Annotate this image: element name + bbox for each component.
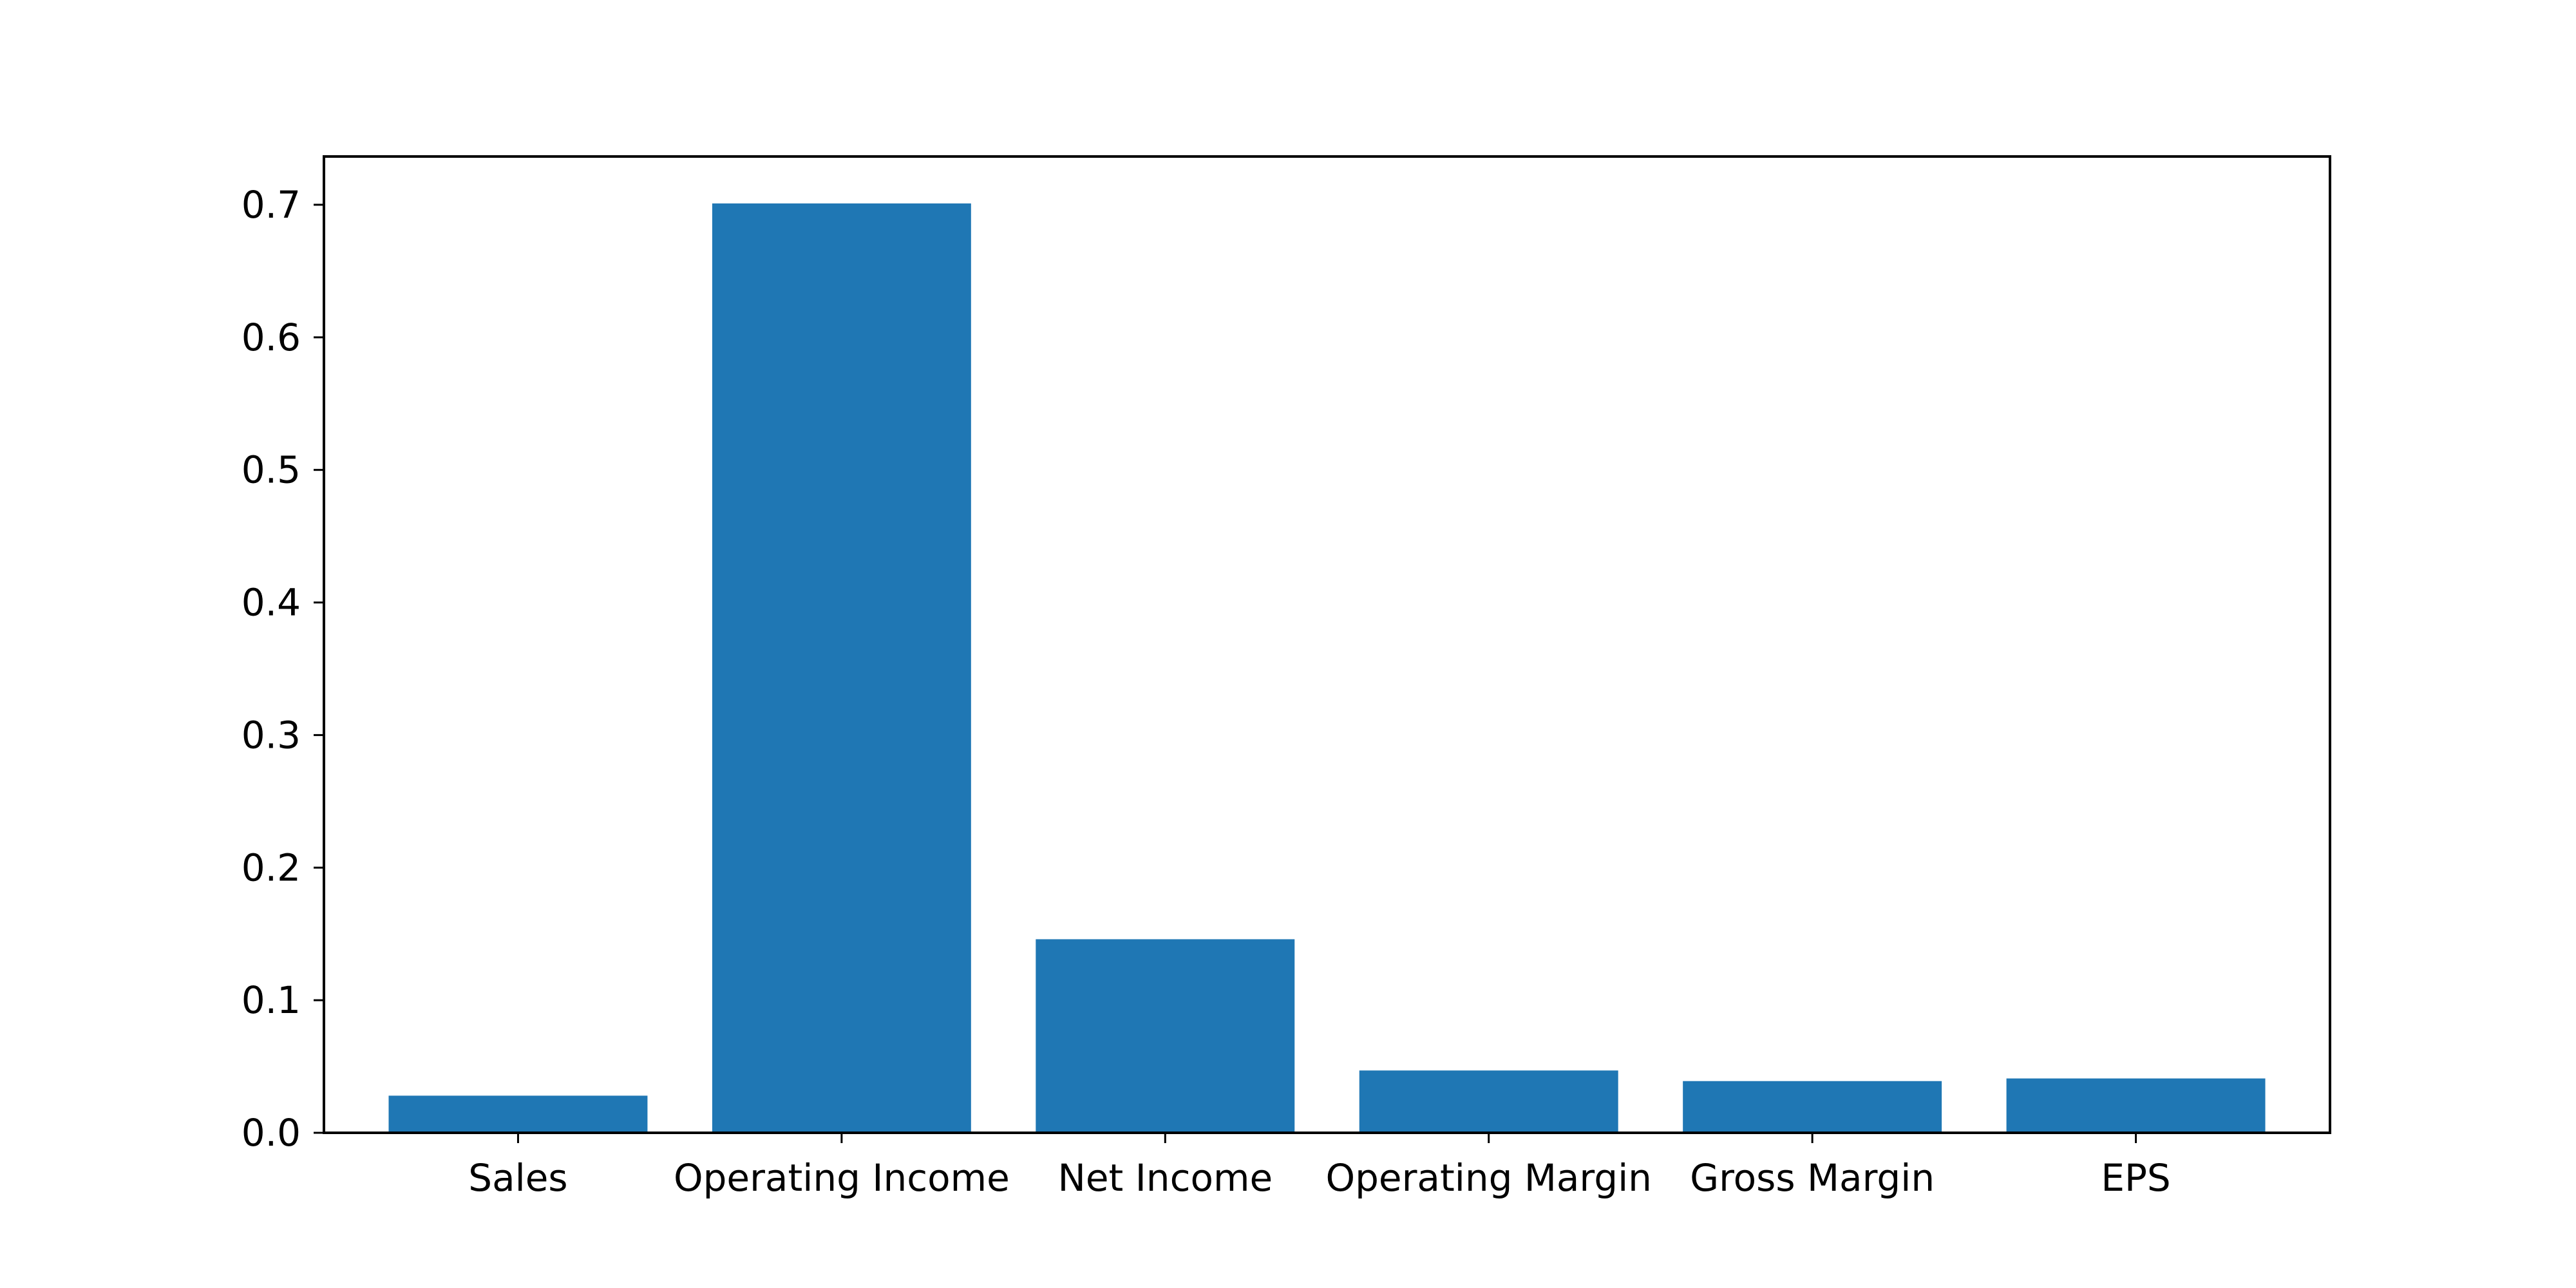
x-tick-label-1: Operating Income xyxy=(674,1156,1010,1200)
x-tick-label-2: Net Income xyxy=(1057,1156,1273,1200)
plot-area-frame xyxy=(323,155,2331,1134)
bar-2 xyxy=(1036,939,1295,1133)
x-tick-label-4: Gross Margin xyxy=(1690,1156,1935,1200)
bar-5 xyxy=(2006,1078,2266,1133)
x-tick-label-0: Sales xyxy=(468,1156,567,1200)
y-tick-label-2: 0.2 xyxy=(242,846,301,889)
bar-1 xyxy=(712,203,971,1133)
x-tick-label-5: EPS xyxy=(2101,1156,2170,1200)
bars-layer xyxy=(388,203,2266,1133)
y-tick-label-3: 0.3 xyxy=(242,713,301,757)
bar-0 xyxy=(388,1095,648,1133)
bar-4 xyxy=(1683,1081,1942,1133)
y-tick-label-4: 0.4 xyxy=(242,581,301,625)
y-tick-label-7: 0.7 xyxy=(242,183,301,227)
y-tick-label-6: 0.6 xyxy=(242,316,301,359)
x-tick-label-3: Operating Margin xyxy=(1325,1156,1652,1200)
y-tick-label-0: 0.0 xyxy=(242,1111,301,1155)
y-tick-label-1: 0.1 xyxy=(242,978,301,1022)
y-tick-label-5: 0.5 xyxy=(242,448,301,492)
bar-3 xyxy=(1359,1070,1618,1133)
ticks-layer: Sales Operating Income Net Income Operating… xyxy=(242,183,2171,1200)
